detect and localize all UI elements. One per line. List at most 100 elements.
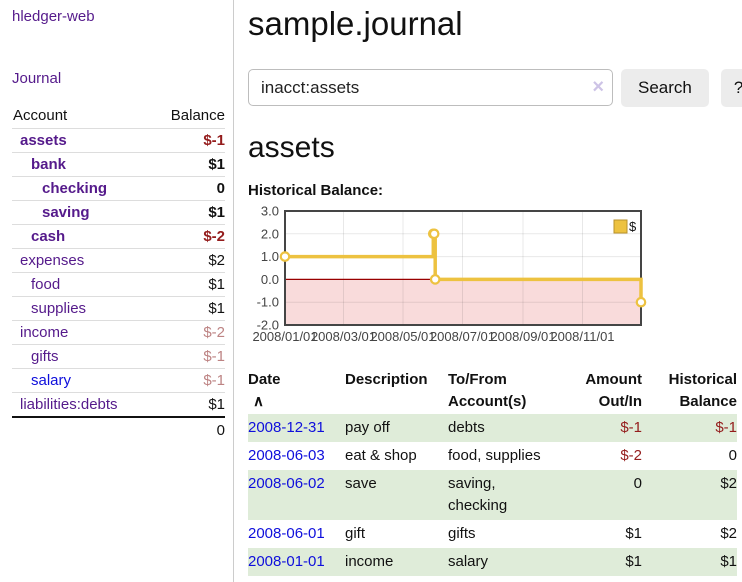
transaction-date-link[interactable]: 2008-12-31 xyxy=(248,419,325,436)
account-link-saving[interactable]: saving xyxy=(42,204,90,221)
transaction-accounts: salary xyxy=(448,553,489,570)
x-axis-tick-label: 2008/03/01 xyxy=(311,329,376,344)
balance-cell: $1 xyxy=(151,296,225,321)
data-point xyxy=(279,251,291,262)
y-axis-tick-label: 1.0 xyxy=(261,249,279,264)
account-row: expenses $2 xyxy=(12,248,225,273)
account-row: liabilities:debts $1 xyxy=(12,392,225,418)
x-axis-tick-label: 2008/11/01 xyxy=(550,329,614,344)
search-form: × Search ? xyxy=(248,69,742,107)
chart-title-label: Historical Balance: xyxy=(248,182,384,199)
account-row: saving $1 xyxy=(12,200,225,225)
transaction-row: 2008-06-03 eat & shop food, supplies $-2… xyxy=(248,442,737,470)
sort-ascending-icon: ∧ xyxy=(253,393,264,410)
account-row: assets $-1 xyxy=(12,128,225,153)
main-content: sample.journal × Search ? assets Histori… xyxy=(234,0,742,582)
date-column-header[interactable]: Date ∧ xyxy=(248,371,281,410)
legend-swatch xyxy=(613,219,628,234)
register-header-row: Date ∧ Description To/From Account(s) Amou… xyxy=(248,368,737,414)
nav-journal-link[interactable]: Journal xyxy=(12,70,62,87)
y-axis-tick-label: 3.0 xyxy=(261,204,279,219)
account-link-liabilities-debts[interactable]: liabilities:debts xyxy=(20,396,118,413)
account-link-checking[interactable]: checking xyxy=(42,180,108,197)
account-link-income[interactable]: income xyxy=(20,324,69,341)
negative-region xyxy=(285,279,641,325)
plot-border xyxy=(284,210,642,326)
account-link-salary[interactable]: salary xyxy=(31,372,72,389)
transaction-date-link[interactable]: 2008-06-01 xyxy=(248,525,325,542)
account-row: salary $-1 xyxy=(12,368,225,393)
account-link-food[interactable]: food xyxy=(31,276,61,293)
balance-cell: $-1 xyxy=(151,368,225,393)
balance-cell: $-2 xyxy=(151,320,225,345)
account-row: checking 0 xyxy=(12,176,225,201)
search-button[interactable]: Search xyxy=(621,69,709,107)
transaction-amount: $-1 xyxy=(620,419,642,436)
transaction-balance: $-1 xyxy=(715,419,737,436)
amount-column-header: Amount Out/In xyxy=(585,371,642,410)
transaction-date-link[interactable]: 2008-06-03 xyxy=(248,447,325,464)
balance-cell: $2 xyxy=(151,248,225,273)
account-row: cash $-2 xyxy=(12,224,225,249)
sidebar: hledger-web Journal Account Balance asse… xyxy=(0,0,234,582)
account-link-expenses[interactable]: expenses xyxy=(20,252,85,269)
transaction-row: 2008-06-01 gift gifts $1 $2 xyxy=(248,520,737,548)
transaction-row: 2008-01-01 income salary $1 $1 xyxy=(248,548,737,576)
x-axis-tick-label: 2008/09/01 xyxy=(490,329,555,344)
clear-search-icon[interactable]: × xyxy=(592,76,604,98)
account-link-cash[interactable]: cash xyxy=(31,228,66,245)
transaction-accounts: debts xyxy=(448,419,485,436)
account-row: supplies $1 xyxy=(12,296,225,321)
total-row: 0 xyxy=(12,416,225,442)
transaction-description: save xyxy=(345,475,377,492)
transaction-amount: $1 xyxy=(625,553,642,570)
transaction-amount: $1 xyxy=(625,525,642,542)
account-link-gifts[interactable]: gifts xyxy=(31,348,59,365)
page-title: sample.journal xyxy=(248,5,463,42)
transaction-accounts: gifts xyxy=(448,525,476,542)
transaction-row: 2008-06-02 save saving, checking 0 $2 xyxy=(248,470,737,520)
balance-cell: $1 xyxy=(151,392,225,418)
transaction-amount: 0 xyxy=(633,475,642,492)
balance-cell: $-2 xyxy=(151,224,225,249)
balance-cell: $1 xyxy=(151,152,225,177)
transaction-accounts: saving, checking xyxy=(448,475,508,514)
data-point xyxy=(429,274,441,285)
transaction-accounts: food, supplies xyxy=(448,447,541,464)
transaction-balance: 0 xyxy=(728,447,737,464)
accounts-balance-table: Account Balance assets $-1 bank $1 check… xyxy=(12,105,225,442)
transaction-row: 2008-12-31 pay off debts $-1 $-1 xyxy=(248,414,737,442)
help-button[interactable]: ? xyxy=(720,69,742,107)
transaction-balance: $2 xyxy=(720,475,737,492)
legend-label: $ xyxy=(629,219,637,234)
balance-cell: $-1 xyxy=(151,128,225,153)
account-link-bank[interactable]: bank xyxy=(31,156,67,173)
transaction-description: pay off xyxy=(345,419,390,436)
balance-column-header: Balance xyxy=(151,105,225,129)
register-table: Date ∧ Description To/From Account(s) Amou… xyxy=(248,368,737,576)
transaction-date-link[interactable]: 2008-01-01 xyxy=(248,553,325,570)
transaction-description: eat & shop xyxy=(345,447,417,464)
y-axis-tick-label: 0.0 xyxy=(261,272,279,287)
balance-cell: $-1 xyxy=(151,344,225,369)
transaction-amount: $-2 xyxy=(620,447,642,464)
account-column-header: Account xyxy=(12,105,152,129)
data-point xyxy=(428,228,440,240)
transaction-balance: $2 xyxy=(720,525,737,542)
description-column-header: Description xyxy=(345,371,428,388)
balance-column-header: Historical Balance xyxy=(668,371,737,410)
y-axis-tick-label: 2.0 xyxy=(261,226,279,241)
y-axis-tick-label: -1.0 xyxy=(257,295,279,310)
app-brand-link[interactable]: hledger-web xyxy=(12,8,95,25)
historical-balance-chart: 3.0 2.0 1.0 0.0 -1.0 -2.0 2008/01/01 2008/03/01… xyxy=(248,204,742,352)
search-input[interactable] xyxy=(248,69,613,106)
account-link-supplies[interactable]: supplies xyxy=(31,300,87,317)
transaction-date-link[interactable]: 2008-06-02 xyxy=(248,475,325,492)
data-point xyxy=(635,296,647,308)
account-link-assets[interactable]: assets xyxy=(20,132,67,149)
account-row: income $-2 xyxy=(12,320,225,345)
x-axis-tick-label: 2008/01/01 xyxy=(252,329,317,344)
x-axis-tick-label: 2008/05/01 xyxy=(370,329,435,344)
y-axis-tick-label: -2.0 xyxy=(257,318,279,333)
